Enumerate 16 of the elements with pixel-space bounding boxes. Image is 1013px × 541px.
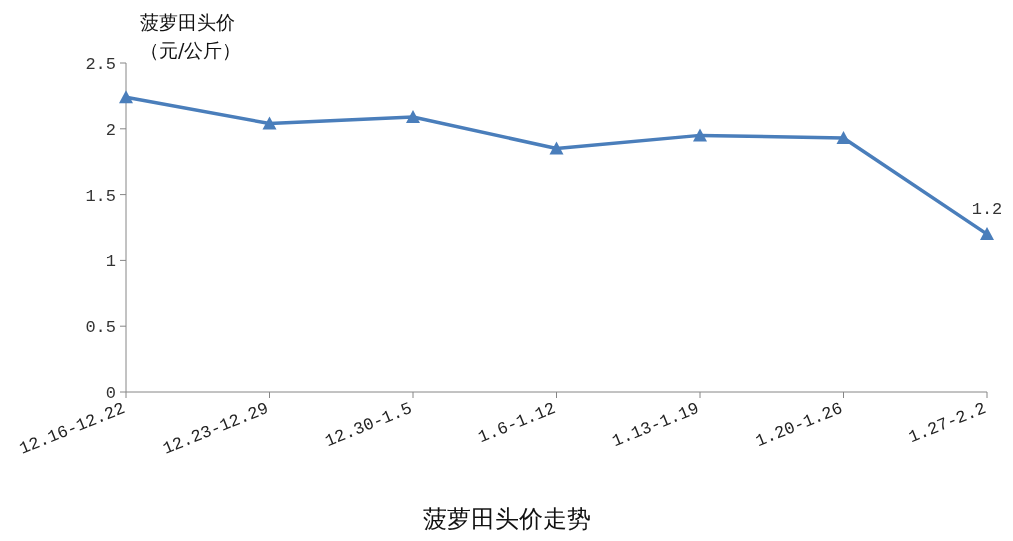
point bbox=[119, 90, 133, 104]
point bbox=[980, 227, 994, 241]
point bbox=[693, 128, 707, 142]
y-tick-label: 1.5 bbox=[85, 186, 116, 206]
data-label: 1.2 bbox=[971, 200, 1003, 220]
text: 菠萝田头价走势 bbox=[423, 505, 591, 533]
point bbox=[406, 109, 420, 123]
y-tick-label: 2 bbox=[105, 120, 116, 140]
y-tick-label: 0.5 bbox=[85, 318, 116, 338]
y-axis-title: 菠萝田头价（元/公斤） bbox=[140, 10, 243, 63]
point bbox=[836, 131, 851, 145]
point bbox=[549, 141, 564, 155]
y-tick-label: 1 bbox=[105, 252, 116, 272]
point bbox=[262, 116, 277, 130]
y-tick-label: 0 bbox=[105, 384, 116, 403]
y-tick-label: 2.5 bbox=[85, 55, 116, 74]
